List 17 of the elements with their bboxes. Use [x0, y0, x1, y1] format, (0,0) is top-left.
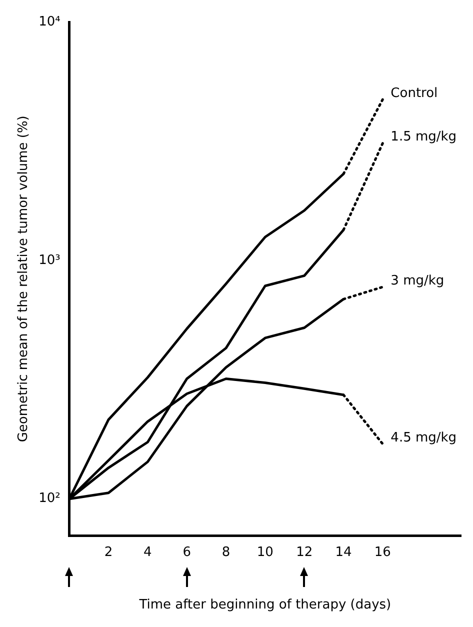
x-tick-label: 6 — [182, 544, 191, 560]
x-tick-label: 14 — [335, 544, 352, 560]
x-tick-label: 8 — [222, 544, 230, 560]
y-tick-label: 10² — [38, 491, 60, 506]
x-tick-label: 16 — [374, 544, 391, 560]
x-tick-label: 4 — [144, 544, 152, 560]
text: Control — [390, 86, 438, 101]
y-tick-label: 10³ — [38, 252, 60, 268]
y-axis-title: Geometric mean of the relative tumor volume (%) — [16, 116, 32, 442]
x-tick-label: 12 — [296, 544, 313, 560]
x-axis-title: Time after beginning of therapy (days) — [138, 598, 392, 613]
text: 1.5 mg/kg — [390, 130, 457, 145]
text: 3 mg/kg — [390, 273, 444, 288]
text: 4.5 mg/kg — [390, 430, 457, 446]
x-tick-label: 10 — [256, 544, 274, 560]
y-tick-label: 10⁴ — [38, 14, 60, 30]
x-tick-label: 2 — [104, 544, 113, 560]
